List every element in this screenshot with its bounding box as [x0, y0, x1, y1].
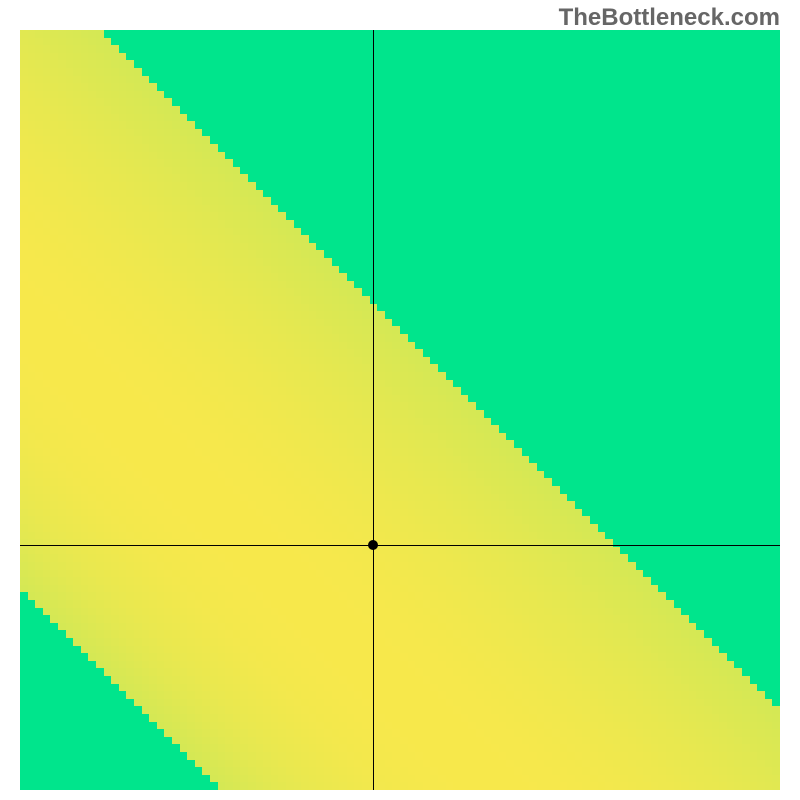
crosshair-horizontal: [20, 545, 780, 546]
watermark-text: TheBottleneck.com: [559, 4, 780, 32]
crosshair-vertical: [373, 30, 374, 790]
bottleneck-heatmap: [20, 30, 780, 790]
heatmap-canvas: [20, 30, 780, 790]
crosshair-marker: [368, 540, 378, 550]
